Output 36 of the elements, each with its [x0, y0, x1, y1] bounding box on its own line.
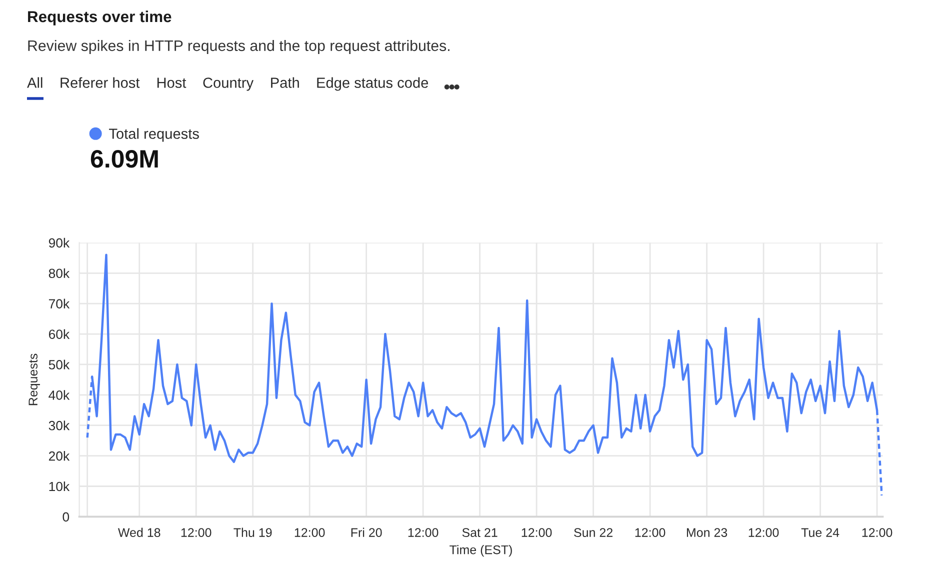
x-tick-label: Fri 20	[351, 528, 382, 537]
x-tick-label: 12:00	[635, 528, 666, 537]
x-tick-label: Sun 22	[574, 528, 612, 537]
y-tick-label: 80k	[48, 268, 70, 278]
x-tick-label: 12:00	[862, 528, 892, 537]
x-tick-label: Wed 18	[118, 528, 160, 537]
text: Host	[157, 78, 186, 88]
legend-label: Total requests	[109, 128, 199, 142]
y-tick-label: 0	[62, 512, 70, 522]
y-tick-label: 60k	[48, 329, 70, 339]
text: All	[27, 77, 42, 88]
x-tick-label: 12:00	[408, 528, 438, 537]
chart-subtitle: Review spikes in HTTP requests and the top request attributes.	[28, 40, 450, 54]
chart-title: Requests over time	[28, 10, 172, 26]
x-tick-label: Mon 23	[686, 528, 728, 537]
text: Path	[271, 77, 299, 88]
y-axis-title: Requests	[28, 354, 40, 406]
x-tick-label: 12:00	[181, 528, 212, 537]
text: Referer host	[60, 77, 140, 88]
y-tick-label: 50k	[48, 360, 70, 370]
x-axis-title: Time (EST)	[450, 545, 512, 557]
y-tick-label: 90k	[48, 238, 70, 248]
x-tick-label: Sat 21	[462, 528, 498, 537]
x-tick-label: Thu 19	[234, 528, 272, 537]
y-tick-label: 30k	[48, 420, 70, 430]
y-tick-label: 40k	[48, 390, 70, 400]
y-tick-label: 70k	[48, 298, 70, 308]
y-tick-label: 10k	[49, 481, 70, 492]
text: 6.09M	[90, 150, 158, 168]
text: Country	[203, 78, 254, 91]
y-tick-label: 20k	[48, 451, 70, 461]
text: Edge status code	[317, 77, 428, 91]
x-tick-label: 12:00	[294, 528, 325, 537]
x-tick-label: 12:00	[522, 528, 552, 537]
x-tick-label: Tue 24	[801, 528, 840, 537]
x-tick-label: 12:00	[748, 528, 779, 537]
